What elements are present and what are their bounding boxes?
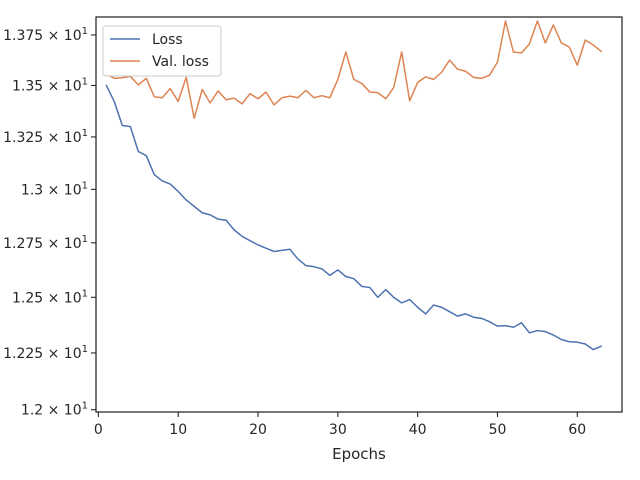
legend: Loss Val. loss: [102, 25, 222, 77]
axes-layer: 0 10 20 30 40 50 60 1.2 × 101 1.225 × 101 1.25 × …: [3, 16, 623, 438]
y-tick-label: 1.35 × 101: [12, 76, 88, 94]
legend-label-loss: Loss: [152, 32, 183, 48]
x-tick-label: 0: [94, 422, 103, 438]
y-tick-label: 1.25 × 101: [12, 288, 88, 306]
x-tick-label: 50: [489, 422, 507, 438]
axes-frame: [95, 16, 623, 413]
y-tick-label: 1.375 × 101: [3, 26, 88, 44]
y-tick-label: 1.2 × 101: [21, 401, 88, 419]
x-tick-label: 60: [568, 422, 586, 438]
y-tick-label: 1.275 × 101: [3, 234, 88, 252]
y-tick-label: 1.325 × 101: [3, 128, 88, 146]
x-axis-label: Epochs: [332, 445, 386, 463]
series-line-val-loss: [105, 20, 602, 120]
x-tick-label: 30: [329, 422, 347, 438]
series-line-loss: [105, 84, 602, 351]
y-tick-label: 1.3 × 101: [21, 180, 88, 198]
legend-label-val-loss: Val. loss: [152, 54, 209, 70]
x-tick-label: 40: [409, 422, 427, 438]
x-tick-label: 10: [169, 422, 187, 438]
y-tick-label: 1.225 × 101: [3, 344, 88, 362]
series-layer: [105, 20, 602, 351]
x-tick-label: 20: [249, 422, 267, 438]
